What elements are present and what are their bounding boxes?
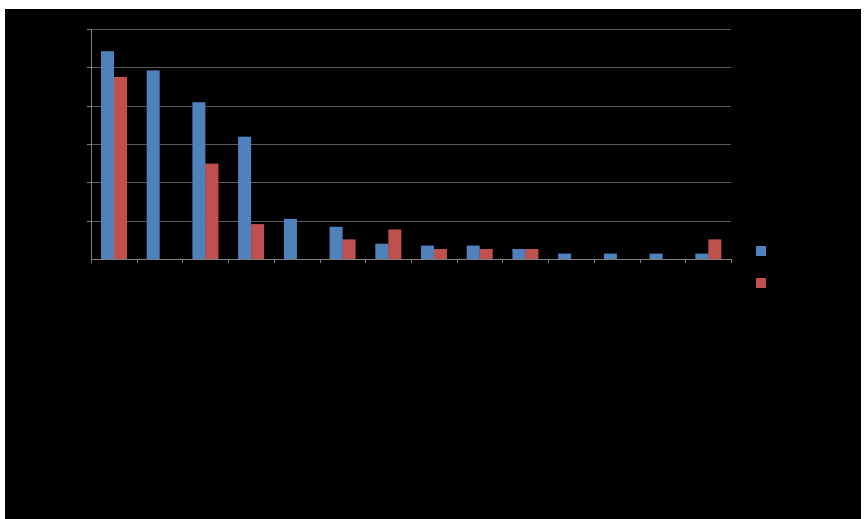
- bar-series1: [558, 253, 572, 259]
- bar-series2: [251, 224, 265, 259]
- legend-key-series2: [756, 278, 766, 288]
- bar-series2: [708, 239, 722, 259]
- bar-series1: [329, 226, 343, 259]
- bar-series1: [375, 243, 389, 259]
- x-axis: [91, 29, 732, 263]
- chart-area: [5, 9, 861, 519]
- bar-series1: [192, 102, 206, 259]
- bar-series2: [205, 163, 219, 259]
- bar-series1: [421, 245, 434, 259]
- bar-series1: [238, 136, 252, 259]
- bar-series2: [479, 249, 493, 259]
- bar-series1: [146, 70, 160, 260]
- gridlines: [87, 29, 731, 222]
- bar-chart: [87, 29, 766, 288]
- legend-key-series1: [756, 246, 766, 256]
- bar-series2: [342, 239, 356, 259]
- legend: [756, 246, 766, 288]
- bars: [101, 51, 722, 260]
- bar-series1: [101, 51, 114, 260]
- bar-series1: [695, 253, 709, 259]
- bar-series2: [114, 76, 127, 260]
- bar-series2: [525, 249, 539, 259]
- bar-series1: [283, 218, 297, 260]
- bar-series2: [388, 229, 402, 259]
- bar-series1: [466, 245, 480, 259]
- bar-series1: [649, 253, 663, 259]
- bar-series1: [512, 249, 526, 259]
- bar-series2: [434, 249, 447, 259]
- bar-series1: [603, 253, 617, 259]
